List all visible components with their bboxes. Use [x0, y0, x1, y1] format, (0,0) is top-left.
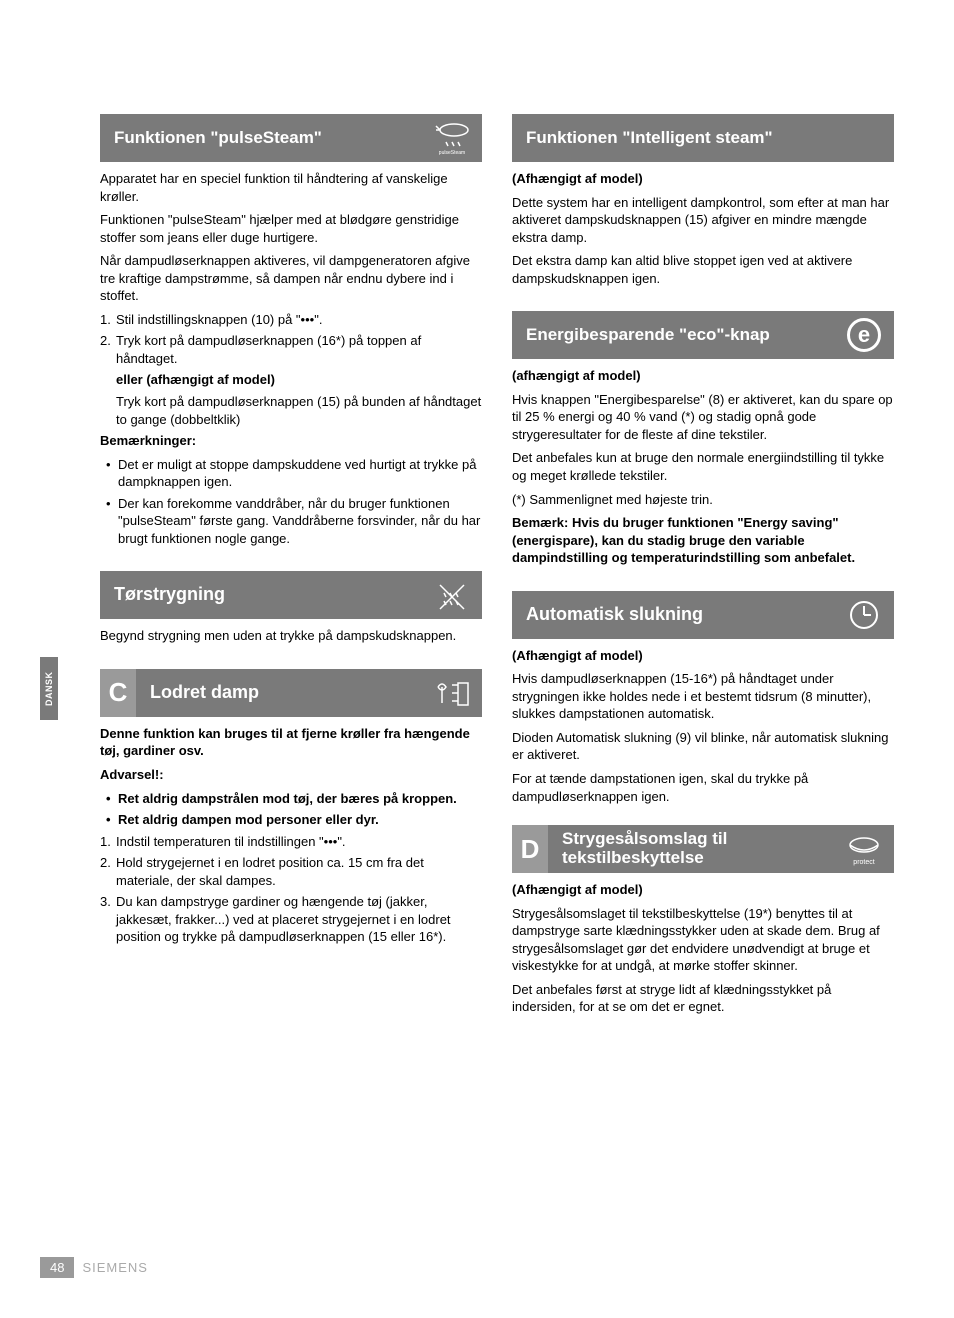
left-column: Funktionen "pulseSteam" pulseSteam Appar… — [100, 100, 482, 1022]
list-item: Indstil temperaturen til indstillingen "… — [100, 833, 482, 851]
body-text: For at tænde dampstationen igen, skal du… — [512, 770, 894, 805]
numbered-list: Stil indstillingsknappen (10) på "•••". … — [100, 311, 482, 368]
list-item: Du kan dampstryge gardiner og hængende t… — [100, 893, 482, 946]
section-header-dryironing: Tørstrygning — [100, 571, 482, 619]
warning-label: Advarsel!: — [100, 766, 482, 784]
model-dependent-label: (Afhængigt af model) — [512, 170, 894, 188]
body-text: Strygesålsomslaget til tekstilbeskyttels… — [512, 905, 894, 975]
section-title: Funktionen "Intelligent steam" — [512, 114, 894, 162]
section-title: Energibesparende "eco"-knap — [512, 311, 834, 359]
list-item: Der kan forekomme vanddråber, når du bru… — [100, 495, 482, 548]
svg-text:pulseSteam: pulseSteam — [439, 150, 465, 156]
model-dependent-label: (afhængigt af model) — [512, 367, 894, 385]
no-steam-icon — [422, 571, 482, 619]
body-text: Hvis knappen "Energibesparelse" (8) er a… — [512, 391, 894, 444]
sub-text: eller (afhængigt af model) — [100, 371, 482, 389]
body-text: Når dampudløserknappen aktiveres, vil da… — [100, 252, 482, 305]
pulsesteam-icon: pulseSteam — [422, 114, 482, 162]
page-footer: 48 SIEMENS — [40, 1257, 148, 1278]
language-tab: DANSK — [40, 657, 58, 720]
body-text: Hvis dampudløserknappen (15-16*) på hånd… — [512, 670, 894, 723]
section-header-vertical-steam: C Lodret damp — [100, 669, 482, 717]
sub-text: Tryk kort på dampudløserknappen (15) på … — [100, 393, 482, 428]
body-text: Dette system har en intelligent dampkont… — [512, 194, 894, 247]
section-header-intelligent-steam: Funktionen "Intelligent steam" — [512, 114, 894, 162]
section-title: Strygesålsomslag til tekstilbeskyttelse — [548, 825, 834, 873]
clock-icon — [834, 591, 894, 639]
section-header-soleplate-cover: D Strygesålsomslag til tekstilbeskyttels… — [512, 825, 894, 873]
list-item: Ret aldrig dampstrålen mod tøj, der bære… — [100, 790, 482, 808]
list-item: Ret aldrig dampen mod personer eller dyr… — [100, 811, 482, 829]
page-content: Funktionen "pulseSteam" pulseSteam Appar… — [0, 0, 954, 1062]
bullet-list: Ret aldrig dampstrålen mod tøj, der bære… — [100, 790, 482, 829]
body-text: Det anbefales først at stryge lidt af kl… — [512, 981, 894, 1016]
body-text: Denne funktion kan bruges til at fjerne … — [100, 725, 482, 760]
list-item: Stil indstillingsknappen (10) på "•••". — [100, 311, 482, 329]
body-text: Dioden Automatisk slukning (9) vil blink… — [512, 729, 894, 764]
body-text: Det ekstra damp kan altid blive stoppet … — [512, 252, 894, 287]
svg-text:protect: protect — [853, 859, 874, 866]
section-title: Automatisk slukning — [512, 591, 834, 639]
model-dependent-label: (Afhængigt af model) — [512, 881, 894, 899]
body-text: Funktionen "pulseSteam" hjælper med at b… — [100, 211, 482, 246]
section-header-auto-off: Automatisk slukning — [512, 591, 894, 639]
list-item: Tryk kort på dampudløserknappen (16*) på… — [100, 332, 482, 367]
section-letter: D — [512, 825, 548, 873]
eco-icon: e — [834, 311, 894, 359]
list-item: Hold strygejernet i en lodret position c… — [100, 854, 482, 889]
section-title: Tørstrygning — [100, 571, 422, 619]
page-number: 48 — [40, 1257, 74, 1278]
brand-name: SIEMENS — [82, 1260, 148, 1275]
body-text: Det anbefales kun at bruge den normale e… — [512, 449, 894, 484]
model-dependent-label: (Afhængigt af model) — [512, 647, 894, 665]
protect-icon: protect — [834, 825, 894, 873]
bullet-list: Det er muligt at stoppe dampskuddene ved… — [100, 456, 482, 548]
numbered-list: Indstil temperaturen til indstillingen "… — [100, 833, 482, 946]
body-text: (*) Sammenlignet med højeste trin. — [512, 491, 894, 509]
section-header-pulsesteam: Funktionen "pulseSteam" pulseSteam — [100, 114, 482, 162]
body-text: Begynd strygning men uden at trykke på d… — [100, 627, 482, 645]
list-item: Det er muligt at stoppe dampskuddene ved… — [100, 456, 482, 491]
section-title: Funktionen "pulseSteam" — [100, 114, 422, 162]
notes-label: Bemærkninger: — [100, 432, 482, 450]
section-header-eco: Energibesparende "eco"-knap e — [512, 311, 894, 359]
body-text: Bemærk: Hvis du bruger funktionen "Energ… — [512, 514, 894, 567]
section-letter: C — [100, 669, 136, 717]
section-title: Lodret damp — [136, 669, 422, 717]
right-column: Funktionen "Intelligent steam" (Afhængig… — [512, 100, 894, 1022]
body-text: Apparatet har en speciel funktion til hå… — [100, 170, 482, 205]
vertical-steam-icon — [422, 669, 482, 717]
